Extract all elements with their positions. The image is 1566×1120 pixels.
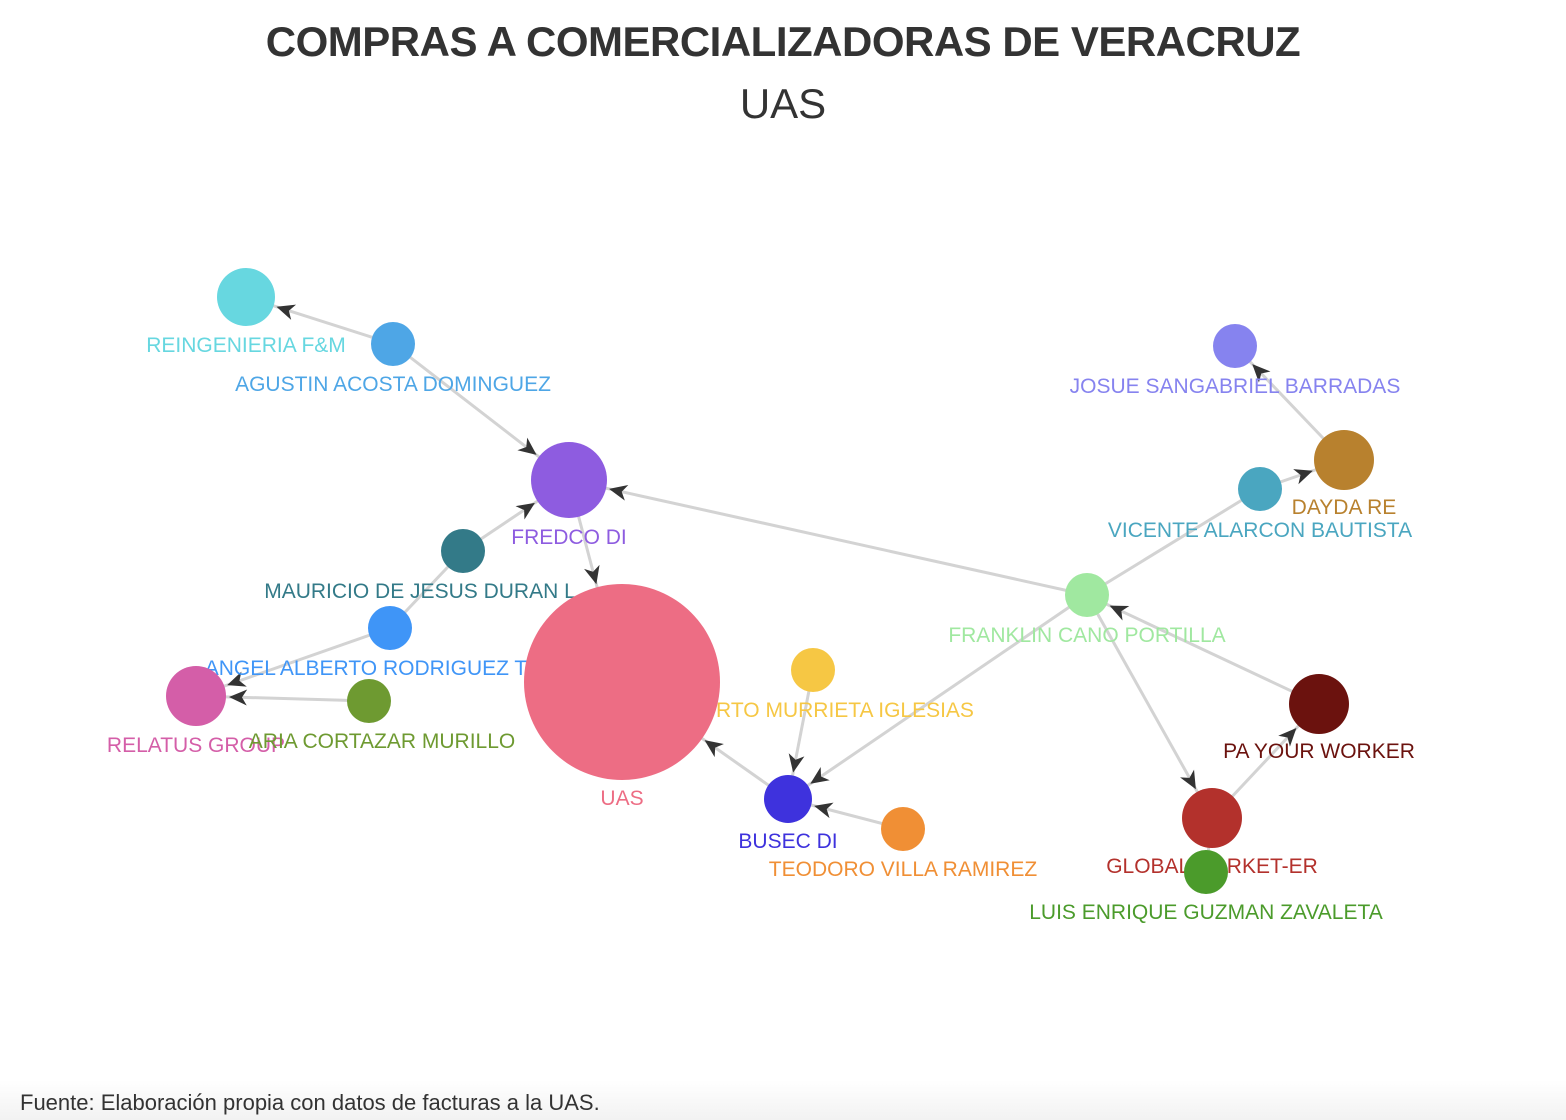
arrow-icon bbox=[810, 767, 830, 784]
arrow-icon bbox=[788, 753, 805, 773]
network-graph: REINGENIERIA F&M AGUSTIN ACOSTA DOMINGUEZ… bbox=[107, 268, 1415, 924]
arrow-icon bbox=[584, 564, 600, 585]
node-label-franklin: FRANKLIN CANO PORTILLA bbox=[948, 624, 1225, 647]
edge-franklin-fredco bbox=[568, 478, 1088, 597]
footer: Fuente: Elaboración propia con datos de … bbox=[0, 1080, 1566, 1120]
node-label-teodoro: TEODORO VILLA RAMIREZ bbox=[769, 858, 1038, 881]
node-pa[interactable] bbox=[1289, 674, 1349, 734]
node-label-busec: BUSEC DI bbox=[738, 830, 837, 853]
arrow-icon bbox=[276, 304, 297, 320]
arrow-icon bbox=[704, 740, 724, 758]
node-global[interactable] bbox=[1182, 788, 1242, 848]
arrow-icon bbox=[517, 437, 537, 455]
node-murrieta[interactable] bbox=[791, 648, 835, 692]
node-label-mauricio: MAURICIO DE JESUS DURAN L bbox=[264, 580, 576, 603]
arrow-icon bbox=[1293, 469, 1313, 485]
node-label-angel: ANGEL ALBERTO RODRIGUEZ T bbox=[205, 657, 528, 680]
arrow-icon bbox=[1252, 364, 1271, 383]
node-label-pa: PA YOUR WORKER bbox=[1223, 740, 1415, 763]
arrow-icon bbox=[228, 689, 248, 706]
node-angel[interactable] bbox=[368, 606, 412, 650]
node-label-dayda: DAYDA RE bbox=[1292, 496, 1397, 519]
node-luis[interactable] bbox=[1184, 850, 1228, 894]
node-vicente[interactable] bbox=[1238, 467, 1282, 511]
arrow-icon bbox=[609, 484, 629, 501]
chart-subtitle: UAS bbox=[739, 80, 827, 127]
node-relatus[interactable] bbox=[166, 666, 226, 726]
arrow-icon bbox=[814, 802, 834, 819]
node-label-josue: JOSUE SANGABRIEL BARRADAS bbox=[1070, 375, 1401, 398]
source-note: Fuente: Elaboración propia con datos de … bbox=[20, 1090, 600, 1115]
arrow-icon bbox=[1109, 605, 1130, 621]
node-label-relatus: RELATUS GROUP bbox=[107, 734, 285, 757]
arrow-icon bbox=[1180, 769, 1196, 790]
node-label-uas-top: UAS bbox=[600, 787, 643, 810]
arrow-icon bbox=[227, 671, 247, 687]
node-teodoro[interactable] bbox=[881, 807, 925, 851]
node-busec[interactable] bbox=[764, 775, 812, 823]
node-label-reingenieria: REINGENIERIA F&M bbox=[146, 334, 346, 357]
node-maria[interactable] bbox=[347, 679, 391, 723]
arrow-icon bbox=[515, 502, 535, 520]
edge-franklin-busec bbox=[787, 593, 1088, 801]
node-reingenieria[interactable] bbox=[217, 268, 275, 326]
node-dayda[interactable] bbox=[1314, 430, 1374, 490]
node-mauricio[interactable] bbox=[441, 529, 485, 573]
node-uas[interactable] bbox=[524, 584, 720, 780]
chart-title: COMPRAS A COMERCIALIZADORAS DE VERACRUZ bbox=[265, 18, 1301, 65]
edge-pa-franklin bbox=[1086, 593, 1320, 706]
node-label-maria: ARIA CORTAZAR MURILLO bbox=[249, 730, 515, 753]
node-label-fredco: FREDCO DI bbox=[511, 526, 627, 549]
node-franklin[interactable] bbox=[1065, 573, 1109, 617]
node-label-agustin: AGUSTIN ACOSTA DOMINGUEZ bbox=[235, 373, 551, 396]
node-agustin[interactable] bbox=[371, 322, 415, 366]
node-fredco[interactable] bbox=[531, 442, 607, 518]
node-josue[interactable] bbox=[1213, 324, 1257, 368]
arrow-icon bbox=[1278, 728, 1297, 747]
node-label-vicente: VICENTE ALARCON BAUTISTA bbox=[1108, 519, 1412, 542]
node-label-luis: LUIS ENRIQUE GUZMAN ZAVALETA bbox=[1029, 901, 1383, 924]
edge-franklin-vicente bbox=[1086, 487, 1261, 597]
node-label-murrieta: RTO MURRIETA IGLESIAS bbox=[716, 699, 974, 722]
